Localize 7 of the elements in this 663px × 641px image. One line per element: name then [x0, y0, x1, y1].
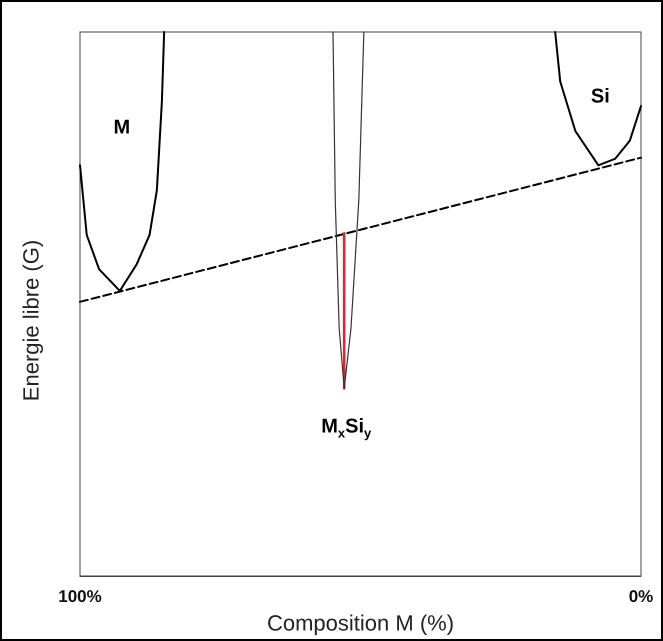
- x-tick-label: 0%: [628, 587, 654, 606]
- y-axis-title: Energie libre (G): [18, 240, 44, 402]
- series-label: M$_{x}$Si$_{y}$: [321, 416, 372, 441]
- x-axis-title: Composition M (%): [266, 610, 454, 636]
- series-label: M: [113, 116, 130, 140]
- series-label: Si: [590, 86, 610, 109]
- x-tick-label: 100%: [58, 587, 102, 606]
